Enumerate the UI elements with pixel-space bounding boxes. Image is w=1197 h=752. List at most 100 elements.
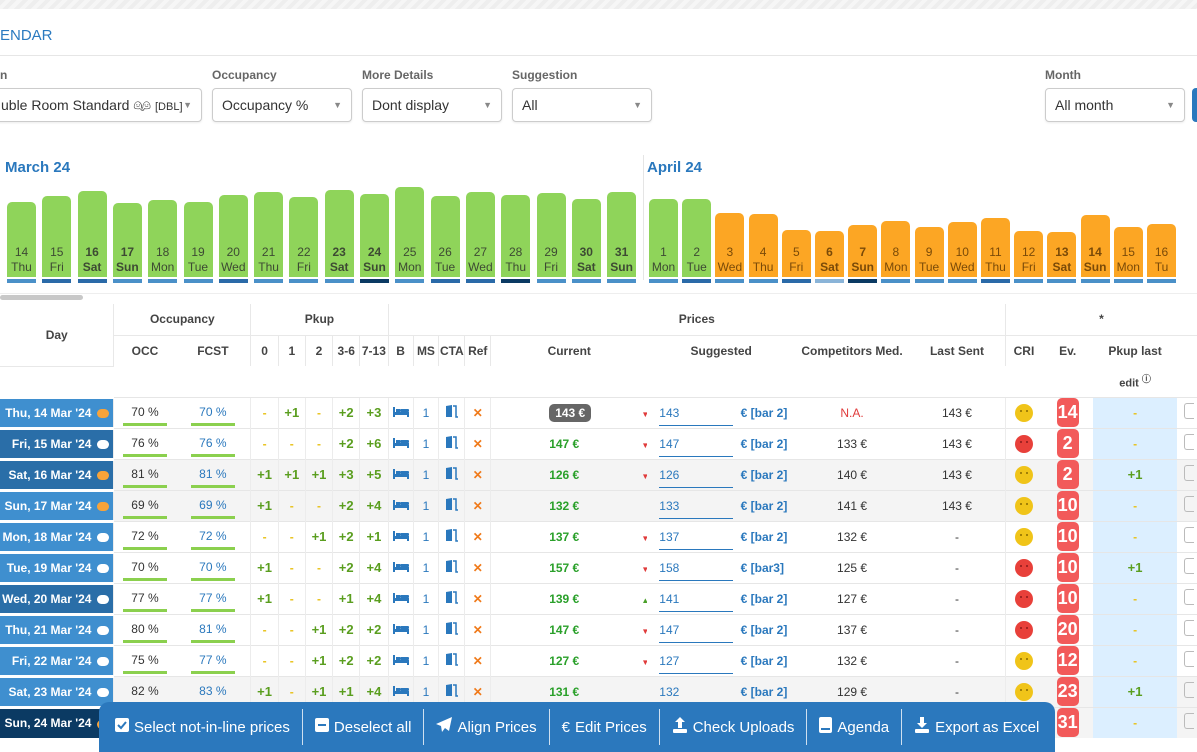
row-checkbox[interactable] — [1183, 713, 1194, 730]
apply-button[interactable] — [1192, 88, 1197, 122]
comment-icon[interactable] — [97, 439, 110, 449]
calendar-day-bar[interactable]: 15 Fri — [42, 196, 72, 277]
row-checkbox[interactable] — [1183, 682, 1194, 698]
calendar-day-bar[interactable]: 16 Sat — [77, 191, 107, 277]
room-select[interactable]: uble Room Standard 👫︎ [DBL] ▼ — [0, 88, 202, 122]
calendar-day-bar[interactable]: 4 Thu — [748, 214, 778, 277]
occupancy-select[interactable]: Occupancy % ▼ — [212, 88, 352, 122]
door-icon[interactable] — [445, 591, 459, 607]
day-cell[interactable]: Mon, 18 Mar '24 — [0, 519, 114, 552]
row-checkbox[interactable] — [1183, 465, 1194, 481]
row-checkbox[interactable] — [1183, 403, 1194, 419]
door-icon[interactable] — [445, 622, 459, 638]
toolbar-button[interactable]: Deselect all — [301, 709, 424, 745]
calendar-day-bar[interactable]: 7 Sun — [848, 225, 878, 277]
door-icon[interactable] — [445, 560, 459, 576]
toolbar-button[interactable]: Check Uploads — [658, 709, 807, 745]
close-icon[interactable]: ✕ — [472, 591, 483, 606]
door-icon[interactable] — [445, 467, 459, 483]
calendar-day-bar[interactable]: 23 Sat — [324, 190, 354, 277]
suggested-price-input[interactable]: 141 — [659, 592, 734, 612]
calendar-day-bar[interactable]: 11 Thu — [981, 218, 1010, 277]
calendar-day-bar[interactable]: 19 Tue — [183, 202, 213, 277]
row-checkbox[interactable] — [1183, 434, 1194, 450]
toolbar-button[interactable]: Select not-in-line prices — [115, 709, 302, 745]
calendar-day-bar[interactable]: 26 Tue — [430, 196, 460, 277]
close-icon[interactable]: ✕ — [472, 467, 483, 482]
calendar-day-bar[interactable]: 15 Mon — [1113, 227, 1143, 277]
day-cell[interactable]: Tue, 19 Mar '24 — [0, 550, 114, 583]
calendar-day-bar[interactable]: 20 Wed — [218, 195, 248, 277]
calendar-day-bar[interactable]: 25 Mon — [395, 187, 425, 277]
toolbar-button[interactable]: € Edit Prices — [548, 709, 659, 745]
events-badge[interactable]: 12 — [1056, 646, 1079, 675]
calendar-day-bar[interactable]: 9 Tue — [914, 227, 944, 277]
door-icon[interactable] — [445, 498, 459, 514]
suggested-price-input[interactable]: 133 — [659, 499, 734, 519]
suggested-price-input[interactable]: 147 — [659, 437, 734, 457]
calendar-day-bar[interactable]: 6 Sat — [815, 231, 844, 277]
calendar-day-bar[interactable]: 24 Sun — [360, 194, 389, 277]
calendar-day-bar[interactable]: 1 Mon — [649, 199, 678, 277]
close-icon[interactable]: ✕ — [472, 498, 483, 513]
events-badge[interactable]: 14 — [1056, 398, 1079, 427]
calendar-day-bar[interactable]: 21 Thu — [254, 192, 284, 277]
comment-icon[interactable] — [97, 625, 110, 635]
day-cell[interactable]: Sun, 17 Mar '24 — [0, 488, 114, 521]
bed-icon[interactable] — [392, 592, 409, 606]
close-icon[interactable]: ✕ — [472, 622, 483, 637]
bed-icon[interactable] — [392, 623, 409, 637]
details-select[interactable]: Dont display ▼ — [362, 88, 502, 122]
row-checkbox[interactable] — [1183, 558, 1194, 574]
calendar-day-bar[interactable]: 12 Fri — [1014, 231, 1044, 277]
suggested-price-input[interactable]: 127 — [659, 654, 734, 674]
calendar-day-bar[interactable]: 18 Mon — [148, 200, 178, 277]
calendar-day-bar[interactable]: 31 Sun — [607, 192, 637, 277]
calendar-day-bar[interactable]: 8 Mon — [881, 221, 911, 277]
row-checkbox[interactable] — [1183, 651, 1194, 667]
calendar-day-bar[interactable]: 22 Fri — [289, 197, 319, 277]
close-icon[interactable]: ✕ — [472, 653, 483, 668]
bed-icon[interactable] — [392, 685, 409, 699]
suggested-price-input[interactable]: 147 — [659, 623, 734, 643]
comment-icon[interactable] — [97, 532, 110, 542]
events-badge[interactable]: 2 — [1056, 429, 1079, 458]
bed-icon[interactable] — [392, 499, 409, 513]
events-badge[interactable]: 2 — [1056, 460, 1079, 489]
bed-icon[interactable] — [392, 530, 409, 544]
row-checkbox[interactable] — [1183, 527, 1194, 543]
calendar-day-bar[interactable]: 27 Wed — [465, 192, 495, 277]
row-checkbox[interactable] — [1183, 589, 1194, 605]
events-badge[interactable]: 10 — [1056, 491, 1079, 520]
day-cell[interactable]: Sun, 24 Mar '24 — [0, 705, 114, 738]
day-cell[interactable]: Thu, 14 Mar '24 — [0, 395, 114, 428]
comment-icon[interactable] — [97, 656, 110, 666]
day-cell[interactable]: Wed, 20 Mar '24 — [0, 581, 114, 614]
calendar-day-bar[interactable]: 5 Fri — [781, 230, 811, 277]
door-icon[interactable] — [445, 684, 459, 700]
close-icon[interactable]: ✕ — [472, 436, 483, 451]
comment-icon[interactable] — [97, 687, 110, 697]
toolbar-button[interactable]: Agenda — [806, 709, 901, 745]
suggested-price-input[interactable]: 126 — [659, 468, 734, 488]
events-badge[interactable]: 20 — [1056, 615, 1079, 644]
events-badge[interactable]: 31 — [1056, 708, 1079, 738]
close-icon[interactable]: ✕ — [472, 529, 483, 544]
calendar-day-bar[interactable]: 30 Sat — [571, 199, 601, 277]
comment-icon[interactable] — [97, 408, 110, 418]
close-icon[interactable]: ✕ — [472, 684, 483, 699]
comment-icon[interactable] — [97, 470, 110, 480]
bed-icon[interactable] — [392, 406, 409, 420]
calendar-day-bar[interactable]: 14 Sun — [1080, 215, 1110, 277]
suggested-price-input[interactable]: 143 — [659, 406, 734, 426]
suggested-price-input[interactable]: 158 — [659, 561, 734, 581]
calendar-day-bar[interactable]: 29 Fri — [536, 193, 566, 277]
comment-icon[interactable] — [97, 563, 110, 573]
toolbar-button[interactable]: Export as Excel — [901, 709, 1051, 745]
day-cell[interactable]: Thu, 21 Mar '24 — [0, 612, 114, 645]
bed-icon[interactable] — [392, 468, 409, 482]
bed-icon[interactable] — [392, 561, 409, 575]
calendar-day-bar[interactable]: 2 Tue — [682, 199, 712, 277]
events-badge[interactable]: 10 — [1056, 553, 1079, 582]
door-icon[interactable] — [445, 653, 459, 669]
